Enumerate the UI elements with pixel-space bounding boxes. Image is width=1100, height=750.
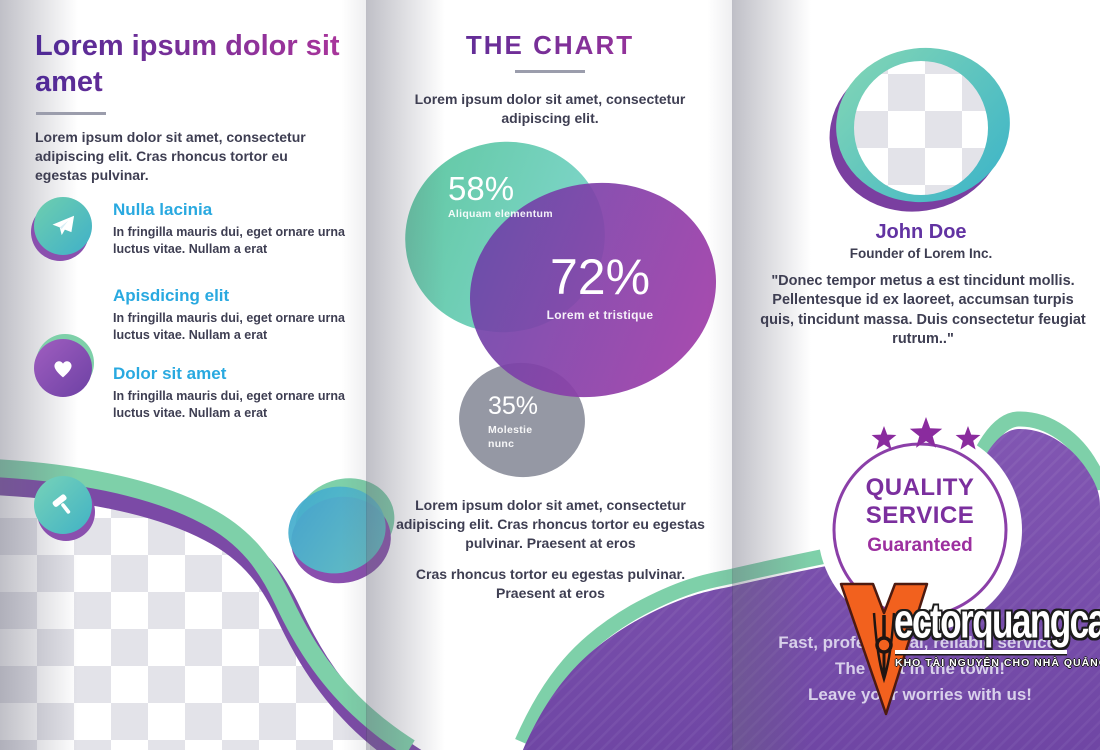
heart-icon (54, 361, 72, 378)
paper-plane-icon (52, 215, 75, 236)
feature-description: In fringilla mauris dui, eget ornare urn… (113, 389, 345, 420)
feature-icon-circle (34, 476, 95, 541)
badge-line-guaranteed: Guaranteed (867, 535, 973, 556)
avatar-ring (829, 47, 1010, 212)
star-icon (871, 426, 897, 450)
chart-bubble-purple (469, 182, 717, 398)
badge-line-service: SERVICE (865, 502, 975, 529)
avatar-placeholder (854, 61, 988, 195)
fold-blob (288, 478, 395, 584)
feature-title: Apisdicing elit (113, 286, 230, 305)
chart-paragraph-1: Lorem ipsum dolor sit amet, consectetur … (396, 497, 705, 552)
watermark-logo-text: ectorquangcao.com (894, 594, 1100, 649)
bubble-value-gray: 35% (488, 392, 539, 420)
testimonial-quote: "Donec tempor metus a est tincidunt moll… (760, 273, 1086, 347)
bubble-label-gray: Molestie nunc (488, 424, 533, 450)
bubble-label-purple: Lorem et tristique (546, 308, 654, 322)
feature-description: In fringilla mauris dui, eget ornare urn… (113, 311, 345, 342)
watermark-v-pen-icon (839, 582, 929, 716)
footer-slogan-line: Fast, professional, reliable service! (778, 633, 1062, 652)
star-icon (955, 426, 981, 450)
badge-halo (818, 428, 1022, 632)
bubble-chart (405, 141, 717, 478)
feature-item: Dolor sit amet In fringilla mauris dui, … (113, 364, 365, 421)
feature-item: Apisdicing elit In fringilla mauris dui,… (113, 286, 365, 343)
watermark: ectorquangcao.com KHO TÀI NGUYÊN CHO NHÀ… (838, 577, 1100, 727)
feature-description: In fringilla mauris dui, eget ornare urn… (113, 225, 345, 256)
footer-slogan-line: Leave your worries with us! (808, 685, 1032, 704)
bubble-label-teal: Aliquam elementum (448, 208, 553, 220)
feature-item: Nulla lacinia In fringilla mauris dui, e… (113, 200, 365, 257)
watermark-underline (895, 650, 1067, 654)
watermark-tagline: KHO TÀI NGUYÊN CHO NHÀ QUẢNG CÁO (895, 657, 1100, 669)
chart-section-title: THE CHART (400, 30, 700, 61)
left-panel-intro: Lorem ipsum dolor sit amet, consectetur … (35, 129, 306, 184)
chart-paragraph-2: Cras rhoncus tortor eu egestas pulvinar.… (415, 566, 686, 602)
wave-ribbon-green (0, 459, 415, 750)
gavel-icon (52, 494, 71, 514)
title-underline (515, 70, 585, 73)
bubble-value-teal: 58% (448, 170, 515, 207)
title-underline (36, 112, 106, 115)
badge-line-quality: QUALITY (865, 474, 975, 501)
feature-icon-circle (31, 197, 92, 261)
person-name: John Doe (875, 221, 967, 243)
bubble-value-purple: 72% (549, 249, 651, 305)
quality-badge (818, 417, 1022, 632)
bottom-wave-texture (522, 428, 1100, 750)
person-role: Founder of Lorem Inc. (849, 246, 993, 261)
feature-title: Nulla lacinia (113, 200, 213, 219)
left-panel-title: Lorem ipsum dolor sit amet (35, 28, 340, 101)
chart-subtitle: Lorem ipsum dolor sit amet, consectetur … (414, 91, 686, 127)
feature-title: Dolor sit amet (113, 364, 227, 383)
checker-transparency-region (0, 488, 387, 750)
star-icon (909, 417, 943, 448)
feature-icon-circle (34, 334, 94, 397)
